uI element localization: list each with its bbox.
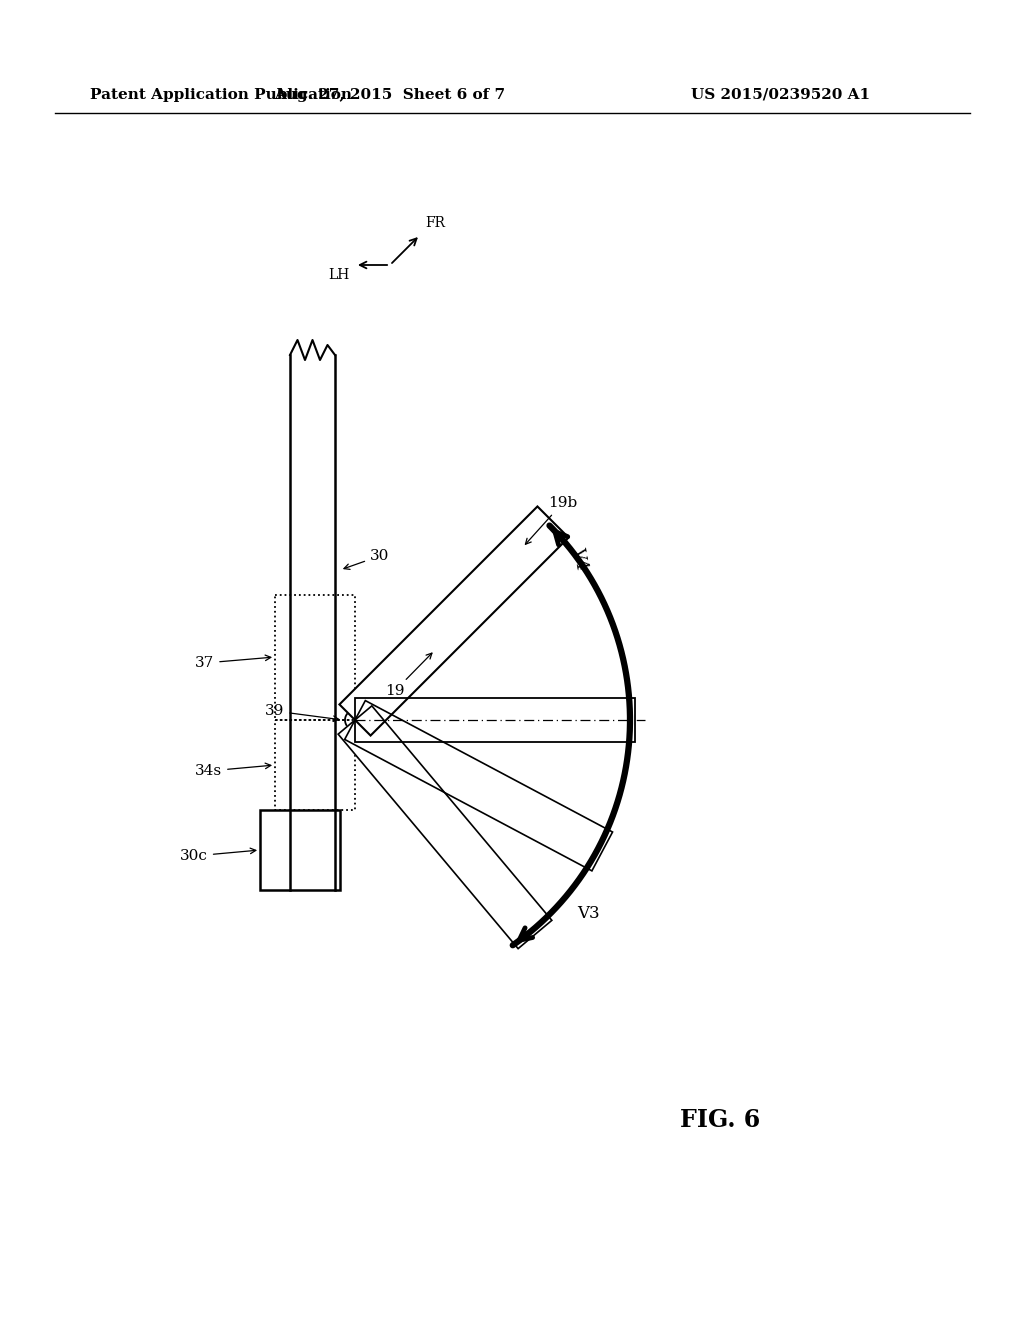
Text: LH: LH <box>329 268 350 282</box>
Text: 19b: 19b <box>525 496 577 544</box>
Text: 30: 30 <box>344 549 389 569</box>
Text: V4: V4 <box>569 545 590 570</box>
Polygon shape <box>339 507 568 735</box>
Polygon shape <box>338 706 552 949</box>
Polygon shape <box>355 698 635 742</box>
Text: Patent Application Publication: Patent Application Publication <box>90 88 352 102</box>
Text: 30c: 30c <box>180 849 256 863</box>
Text: 37: 37 <box>195 655 270 671</box>
Text: FIG. 6: FIG. 6 <box>680 1107 760 1133</box>
Text: Aug. 27, 2015  Sheet 6 of 7: Aug. 27, 2015 Sheet 6 of 7 <box>274 88 506 102</box>
Text: 34s: 34s <box>195 763 270 777</box>
Text: 39: 39 <box>265 704 339 722</box>
Text: US 2015/0239520 A1: US 2015/0239520 A1 <box>691 88 870 102</box>
Polygon shape <box>345 701 612 871</box>
Text: FR: FR <box>425 216 445 230</box>
Text: V3: V3 <box>578 906 600 923</box>
Text: 19: 19 <box>385 653 432 698</box>
